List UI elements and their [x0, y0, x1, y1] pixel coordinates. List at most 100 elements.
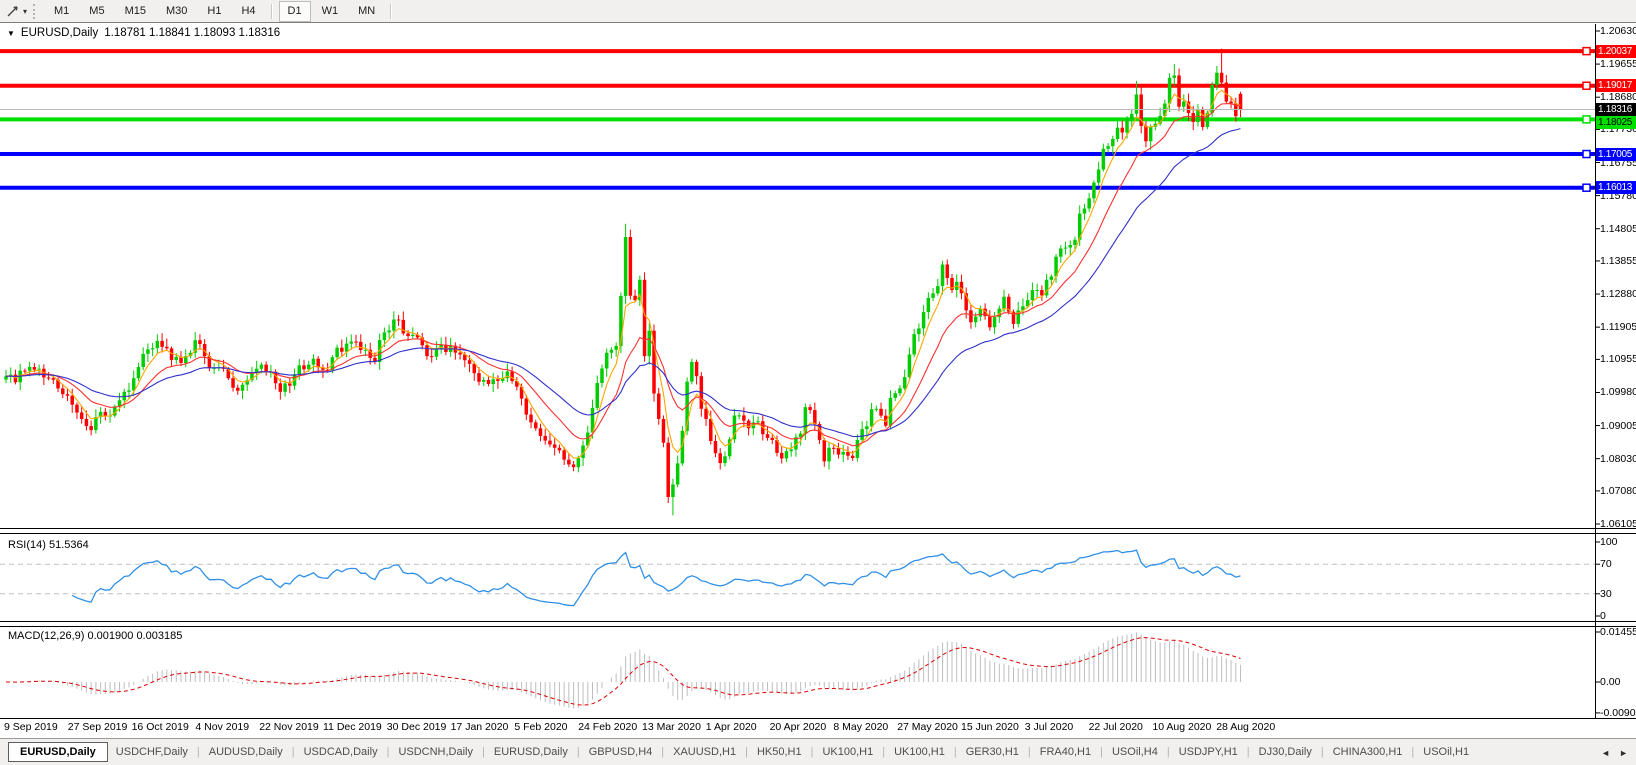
tab-separator: |	[1100, 746, 1103, 758]
chart-tab-usoil-h1[interactable]: USOil,H1	[1423, 746, 1470, 758]
chart-tab-uk100-h1[interactable]: UK100,H1	[822, 746, 874, 758]
timeframe-button-d1[interactable]: D1	[278, 0, 311, 22]
date-axis-label: 17 Jan 2020	[450, 721, 509, 733]
timeframe-button-h1[interactable]: H1	[207, 4, 222, 17]
date-axis-label: 27 May 2020	[897, 721, 958, 733]
timeframe-button-m1[interactable]: M1	[54, 4, 70, 17]
macd-signal-value: 0.003185	[136, 630, 183, 642]
chart-tab-eurusd-daily[interactable]: EURUSD,Daily	[493, 746, 568, 758]
tab-separator: |	[482, 746, 485, 758]
date-axis-label: 3 Jul 2020	[1024, 721, 1074, 733]
timeframe-button-m30[interactable]: M30	[165, 4, 188, 17]
date-axis-label: 9 Sep 2019	[4, 721, 58, 733]
chart-tab-xauusd-h1[interactable]: XAUUSD,H1	[673, 746, 737, 758]
symbol-dropdown-icon[interactable]: ▼	[7, 28, 15, 38]
price-axis-tick: 1.10955	[1600, 353, 1636, 366]
timeframe-button-m5[interactable]: M5	[89, 4, 105, 17]
crosshair-tool-icon[interactable]	[3, 2, 23, 20]
tab-separator: |	[1320, 746, 1324, 758]
date-axis-label: 28 Aug 2020	[1216, 721, 1276, 733]
price-level-badge: 1.17005	[1596, 147, 1636, 161]
chart-tab-eurusd-daily[interactable]: EURUSD,Daily	[8, 742, 108, 762]
date-axis-label: 30 Dec 2019	[386, 721, 447, 733]
tool-dropdown-arrow-icon[interactable]: ▾	[23, 6, 28, 16]
date-axis-label: 27 Sep 2019	[67, 721, 128, 733]
date-axis-label: 22 Jul 2020	[1088, 721, 1143, 733]
price-axis-tick: 1.07080	[1600, 484, 1636, 497]
price-axis-tick: 1.06105	[1600, 518, 1636, 530]
rsi-axis-tick: 100	[1600, 536, 1618, 548]
timeframe-button-mn[interactable]: MN	[358, 4, 376, 17]
macd-name: MACD(12,26,9)	[8, 630, 85, 642]
bid-price-badge: 1.18316	[1596, 103, 1636, 117]
chart-tab-usoil-h4[interactable]: USOil,H4	[1111, 746, 1158, 758]
timeframe-button-h4[interactable]: H4	[241, 4, 256, 17]
level-handle-marker[interactable]	[1582, 115, 1591, 124]
tab-separator: |	[1166, 746, 1170, 758]
macd-axis-tick: -0.00900	[1600, 706, 1636, 719]
chart-tab-bar: EURUSD,Daily USDCHF,Daily | AUDUSD,Daily | US…	[0, 738, 1636, 765]
date-axis-label: 11 Dec 2019	[323, 721, 382, 733]
rsi-axis-tick: 0	[1600, 610, 1606, 622]
tab-separator: |	[1411, 746, 1415, 758]
ohlc-values: 1.18781 1.18841 1.18093 1.18316	[104, 27, 281, 39]
tab-scroll-right-icon[interactable]: ►	[1619, 747, 1628, 758]
level-handle-marker[interactable]	[1582, 81, 1591, 90]
date-axis-label: 15 Jun 2020	[961, 721, 1019, 733]
price-axis-tick: 1.08030	[1600, 452, 1636, 465]
level-handle-marker[interactable]	[1582, 149, 1591, 159]
chart-tab-uk100-h1[interactable]: UK100,H1	[894, 746, 945, 758]
toolbar: ▾ M1 M5 M15 M30 H1 H4 D1 W1 MN	[0, 0, 1636, 23]
chart-tab-dj30-daily[interactable]: DJ30,Daily	[1258, 746, 1312, 758]
macd-signal-line	[6, 637, 1241, 706]
price-level-badge: 1.16013	[1596, 181, 1636, 195]
level-handle-marker[interactable]	[1582, 183, 1591, 192]
chart-tab-fra40-h1[interactable]: FRA40,H1	[1039, 746, 1092, 758]
chart-tab-ger30-h1[interactable]: GER30,H1	[965, 746, 1019, 758]
price-axis-tick: 1.19655	[1600, 58, 1636, 71]
macd-histogram	[10, 632, 1242, 709]
timeframe-button-w1[interactable]: W1	[321, 4, 339, 17]
macd-axis-tick: 0.014556	[1600, 626, 1636, 638]
price-axis-tick: 1.18680	[1600, 91, 1636, 104]
chart-tab-hk50-h1[interactable]: HK50,H1	[756, 746, 802, 758]
price-axis-tick: 1.12880	[1600, 288, 1636, 301]
macd-main-value: 0.001900	[87, 630, 134, 642]
level-handle-marker[interactable]	[1582, 46, 1591, 56]
toolbar-separator	[270, 3, 273, 19]
date-axis-label: 20 Apr 2020	[769, 721, 827, 733]
chart-tab-usdcad-daily[interactable]: USDCAD,Daily	[303, 746, 378, 758]
tab-separator: |	[576, 746, 580, 758]
price-level-badge: 1.20037	[1596, 44, 1636, 58]
price-level-badge: 1.19017	[1596, 79, 1636, 93]
chart-tab-audusd-daily[interactable]: AUDUSD,Daily	[208, 746, 283, 758]
date-axis-label: 16 Oct 2019	[131, 721, 189, 733]
chart-tab-china300-h1[interactable]: CHINA300,H1	[1332, 746, 1403, 758]
timeframe-button-m15[interactable]: M15	[124, 4, 146, 17]
tab-separator: |	[661, 746, 665, 758]
rsi-name: RSI(14)	[8, 539, 46, 551]
chart-tab-usdchf-daily[interactable]: USDCHF,Daily	[115, 746, 188, 758]
date-axis-label: 22 Nov 2019	[259, 721, 319, 733]
tab-separator: |	[953, 746, 957, 758]
date-axis-label: 24 Feb 2020	[578, 721, 638, 733]
date-axis-label: 8 May 2020	[833, 721, 889, 733]
macd-indicator-label: MACD(12,26,9) 0.001900 0.003185	[8, 630, 182, 642]
tab-separator: |	[1027, 746, 1031, 758]
tab-separator: |	[291, 746, 295, 758]
rsi-current-value: 51.5364	[48, 539, 89, 551]
tab-separator: |	[196, 746, 200, 758]
price-axis-tick: 1.09980	[1600, 386, 1636, 399]
chart-tab-gbpusd-h4[interactable]: GBPUSD,H4	[588, 746, 653, 758]
date-axis-label: 4 Nov 2019	[195, 721, 250, 733]
chart-tab-usdcnh-daily[interactable]: USDCNH,Daily	[398, 746, 473, 758]
toolbar-separator	[390, 3, 393, 19]
date-axis-label: 5 Feb 2020	[514, 721, 568, 733]
tab-scroll-left-icon[interactable]: ◄	[1601, 747, 1611, 758]
price-level-badge: 1.18025	[1596, 116, 1636, 130]
date-axis-label: 13 Mar 2020	[642, 721, 701, 733]
chart-tab-usdjpy-h1[interactable]: USDJPY,H1	[1178, 746, 1238, 758]
price-axis-tick: 1.13855	[1600, 254, 1636, 267]
price-axis-tick: 1.09005	[1600, 419, 1636, 432]
